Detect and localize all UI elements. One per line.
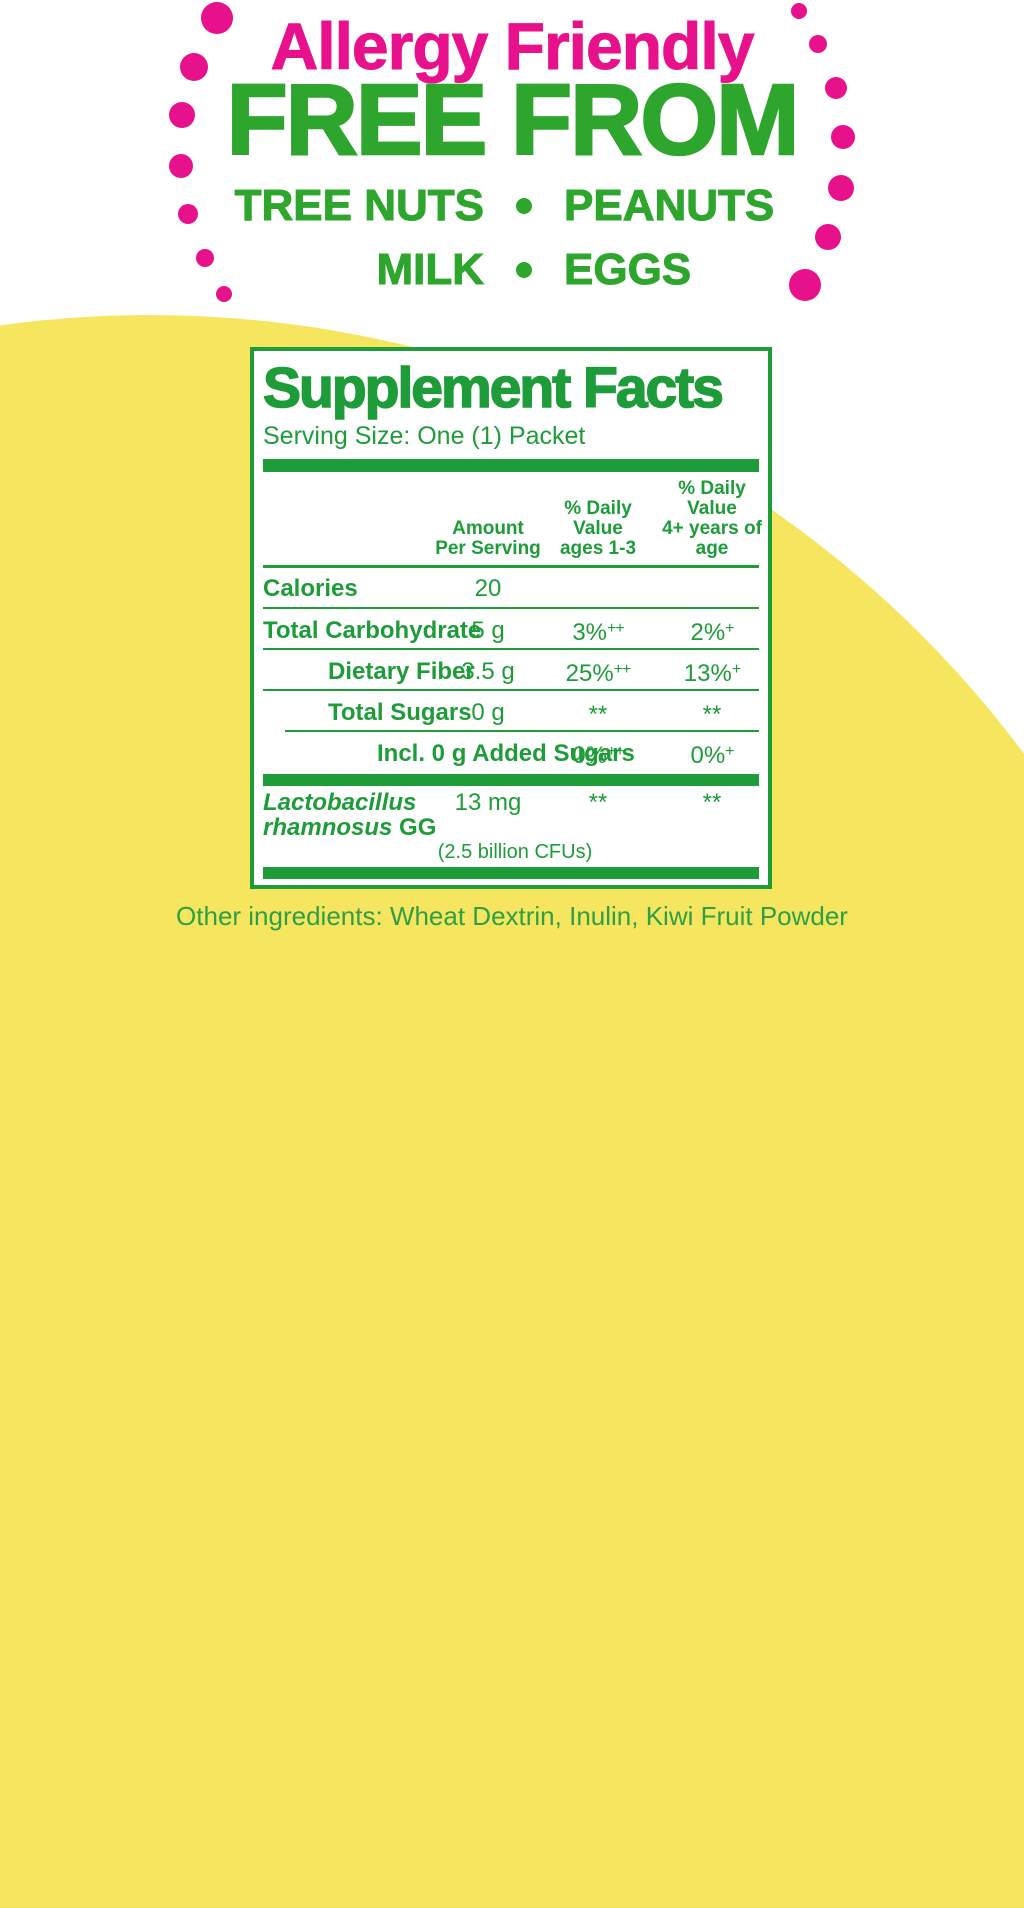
pink-dot <box>828 175 854 201</box>
rule <box>285 730 759 732</box>
pink-dot <box>196 249 214 267</box>
serving-size: Serving Size: One (1) Packet <box>263 422 586 450</box>
pink-dot <box>791 3 807 19</box>
allergen-milk: MILK <box>376 245 485 295</box>
rule <box>263 689 759 691</box>
table-row-calories: Calories 20 <box>263 574 502 602</box>
thick-rule <box>263 867 759 879</box>
table-row-total-sugars: Total Sugars 0 g ** ** <box>328 699 722 728</box>
pink-dot <box>178 204 198 224</box>
footnote: ++Percent Daily Values are based on a 1,… <box>272 885 700 886</box>
pink-dot <box>789 269 821 301</box>
allergen-peanuts: PEANUTS <box>564 181 775 231</box>
pink-dot <box>809 35 827 53</box>
allergen-eggs: EGGS <box>564 245 692 295</box>
pink-dot <box>825 77 847 99</box>
footnotes: ++Percent Daily Values are based on a 1,… <box>272 885 700 886</box>
pink-dot <box>216 286 232 302</box>
rule <box>263 648 759 650</box>
col-dv-4plus: % Daily Value 4+ years of age <box>662 478 762 559</box>
table-row-dietary-fiber: Dietary Fiber 3.5 g 25%++ 13%+ <box>328 658 741 687</box>
free-from-title: FREE FROM <box>225 64 800 176</box>
pink-dot <box>180 53 208 81</box>
supplement-facts-panel: Supplement Facts Serving Size: One (1) P… <box>250 347 772 889</box>
bullet-dot-icon <box>484 198 564 214</box>
pink-dot <box>169 154 193 178</box>
supplement-facts-title: Supplement Facts <box>262 356 725 420</box>
rule <box>263 607 759 609</box>
table-header-row: Amount Per Serving % Daily Value ages 1-3 … <box>263 479 762 559</box>
pink-dot <box>201 2 233 34</box>
table-row-added-sugars: Incl. 0 g Added Sugars 0%++ 0%+ <box>377 740 735 769</box>
col-amount: Amount Per Serving <box>435 518 541 559</box>
thick-rule <box>263 774 759 786</box>
thick-rule <box>263 459 759 472</box>
pink-dot <box>815 224 841 250</box>
bullet-dot-icon <box>484 262 564 278</box>
pink-dot <box>831 125 855 149</box>
probiotic-cfu-note: (2.5 billion CFUs) <box>437 841 593 863</box>
pink-dot <box>169 102 195 128</box>
col-dv-ages-1-3: % Daily Value ages 1-3 <box>559 498 637 559</box>
allergen-list: TREE NUTS PEANUTS MILK EGGS <box>0 178 1024 298</box>
table-row-total-carbohydrate: Total Carbohydrate 5 g 3%++ 2%+ <box>263 617 735 646</box>
allergen-tree-nuts: TREE NUTS <box>234 181 484 231</box>
other-ingredients-text: Other ingredients: Wheat Dextrin, Inulin… <box>176 901 848 931</box>
rule <box>263 565 759 568</box>
allergy-friendly-title: Allergy Friendly <box>270 9 755 84</box>
table-row-probiotic: Lactobacillus rhamnosus GG 13 mg ** ** (… <box>263 789 722 863</box>
